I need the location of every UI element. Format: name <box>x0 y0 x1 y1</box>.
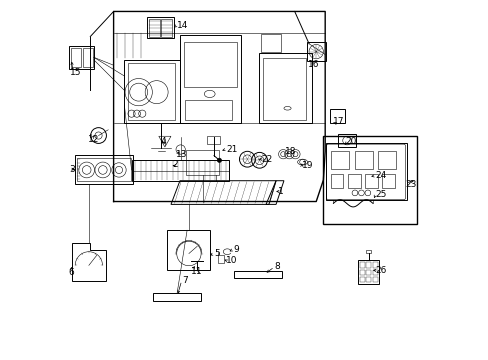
Text: 20: 20 <box>345 137 356 146</box>
Text: 23: 23 <box>405 180 416 189</box>
Bar <box>366 262 370 268</box>
Bar <box>364 174 377 188</box>
Bar <box>382 174 394 188</box>
Bar <box>338 134 355 147</box>
Text: 14: 14 <box>177 21 188 30</box>
Bar <box>322 135 416 225</box>
Text: 12: 12 <box>88 135 100 144</box>
Bar <box>366 270 370 275</box>
Bar <box>372 270 377 275</box>
Circle shape <box>217 158 221 162</box>
Bar <box>357 260 379 284</box>
Bar <box>306 42 325 61</box>
Bar <box>185 100 231 120</box>
Text: 21: 21 <box>226 145 238 154</box>
Bar <box>218 255 224 263</box>
Bar <box>366 277 370 282</box>
Bar <box>377 151 395 168</box>
Text: 4: 4 <box>160 138 165 147</box>
Text: 1: 1 <box>278 187 284 196</box>
Bar <box>330 174 343 188</box>
Text: 13: 13 <box>176 150 187 159</box>
Bar <box>186 149 218 175</box>
Bar <box>167 230 209 270</box>
Bar <box>365 250 371 253</box>
Bar <box>124 60 180 123</box>
Text: 9: 9 <box>233 245 238 254</box>
Bar <box>148 19 159 37</box>
Text: 22: 22 <box>261 155 272 164</box>
Bar <box>161 19 172 37</box>
Bar <box>83 48 93 67</box>
Bar <box>180 35 241 123</box>
Bar <box>330 151 348 168</box>
Text: 15: 15 <box>69 68 81 77</box>
Bar <box>359 262 364 268</box>
Bar <box>71 48 81 67</box>
Text: 3: 3 <box>69 165 75 174</box>
Bar <box>128 63 174 120</box>
Text: 7: 7 <box>182 276 187 285</box>
Bar <box>153 293 201 301</box>
Bar <box>372 262 377 268</box>
Text: 25: 25 <box>375 190 386 199</box>
Bar <box>329 109 344 123</box>
Bar <box>354 151 372 168</box>
Text: 18: 18 <box>285 147 296 156</box>
Bar <box>347 174 360 188</box>
Text: 10: 10 <box>225 256 237 265</box>
Bar <box>372 277 377 282</box>
Bar <box>69 45 94 69</box>
Text: 5: 5 <box>214 249 220 258</box>
Bar <box>359 277 364 282</box>
Text: 8: 8 <box>274 262 280 271</box>
Bar <box>258 53 311 123</box>
Bar <box>325 143 406 200</box>
Text: 19: 19 <box>301 161 313 170</box>
Bar <box>359 270 364 275</box>
Text: 24: 24 <box>375 171 386 180</box>
Bar <box>147 17 174 38</box>
Text: 17: 17 <box>333 117 344 126</box>
Text: 6: 6 <box>68 268 74 277</box>
Text: 11: 11 <box>191 267 203 276</box>
Bar <box>233 271 282 278</box>
Bar <box>260 35 281 51</box>
Bar <box>206 136 220 144</box>
Bar <box>263 58 305 120</box>
Text: 2: 2 <box>172 161 178 170</box>
Text: 26: 26 <box>374 266 386 275</box>
Text: 16: 16 <box>307 60 319 69</box>
Bar <box>183 41 236 87</box>
